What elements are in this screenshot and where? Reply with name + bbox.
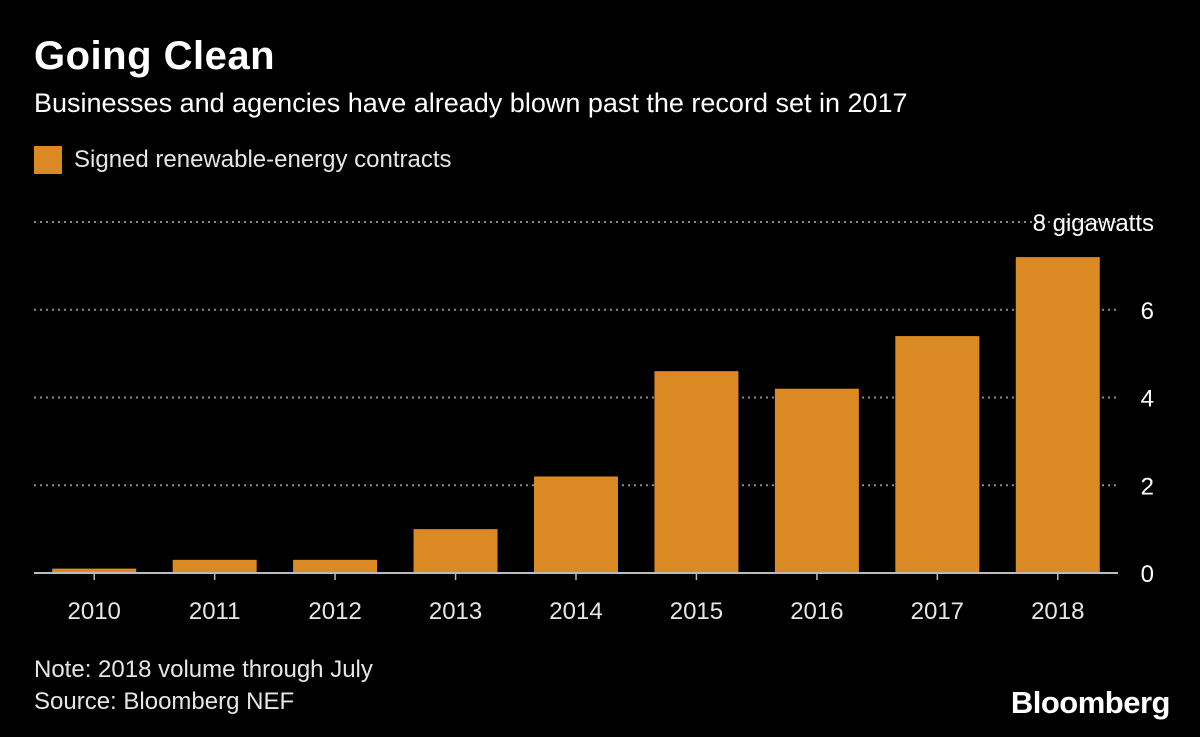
bar-2011	[172, 559, 257, 573]
x-tick-label: 2018	[1031, 598, 1084, 625]
chart-title: Going Clean	[34, 34, 276, 78]
source-text: Source: Bloomberg NEF	[34, 688, 295, 715]
x-tick-label: 2016	[790, 598, 843, 625]
y-tick-label: 2	[1141, 473, 1154, 500]
x-tick-label: 2011	[189, 598, 241, 625]
bar-2012	[293, 559, 378, 573]
x-tick-label: 2013	[429, 598, 482, 625]
axis-layer: 0 2 4 6 8 gigawatts 2010 2011 2012 2013 2014 2015 2…	[34, 210, 1154, 625]
legend: Signed renewable-energy contracts	[34, 146, 452, 174]
x-tick-label: 2010	[68, 598, 121, 625]
x-tick-label: 2015	[670, 598, 723, 625]
chart-subtitle: Businesses and agencies have already blo…	[34, 88, 908, 118]
y-tick-label: 8 gigawatts	[1033, 210, 1154, 237]
bar-2017	[895, 336, 980, 573]
x-tick-label: 2012	[308, 598, 361, 625]
legend-label: Signed renewable-energy contracts	[74, 146, 452, 173]
bar-2016	[774, 388, 859, 573]
notes: Note: 2018 volume through July Source: B…	[34, 654, 373, 718]
x-tick-label: 2014	[549, 598, 602, 625]
bars-layer	[52, 257, 1100, 573]
x-tick-label: 2017	[911, 598, 964, 625]
bar-2014	[534, 476, 618, 573]
bar-2013	[413, 529, 498, 573]
y-tick-label: 4	[1141, 386, 1154, 413]
y-tick-label: 6	[1141, 298, 1154, 325]
legend-swatch	[34, 146, 62, 174]
bar-2015	[654, 371, 739, 573]
bar-2010	[52, 568, 137, 573]
y-tick-label: 0	[1141, 561, 1154, 588]
bar-2018	[1015, 257, 1100, 573]
note-text: Note: 2018 volume through July	[34, 656, 373, 683]
bloomberg-logo: Bloomberg	[1010, 685, 1171, 720]
